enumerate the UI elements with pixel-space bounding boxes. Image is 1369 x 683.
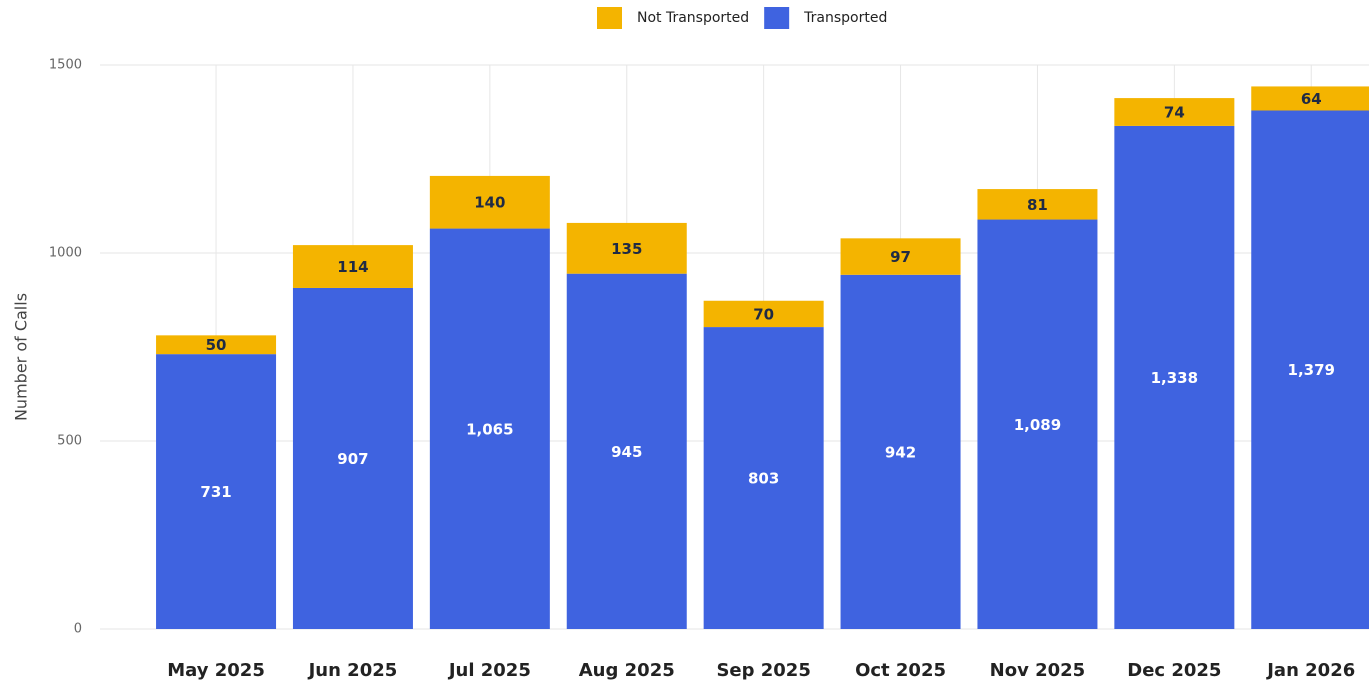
bar-segment <box>566 222 687 274</box>
data-label: 1,089 <box>1014 416 1061 434</box>
data-label: 64 <box>1301 90 1322 108</box>
data-label: 1,065 <box>466 420 513 438</box>
data-label: 74 <box>1164 104 1185 122</box>
bar-segment <box>292 287 413 629</box>
bar-segment <box>703 300 824 328</box>
bar-segment <box>1114 125 1235 630</box>
bar-segment <box>840 274 961 629</box>
x-tick-label: Jun 2025 <box>307 660 398 681</box>
bar-segment <box>156 354 277 629</box>
data-label: 140 <box>474 194 505 212</box>
data-label: 1,338 <box>1151 369 1198 387</box>
x-tick-label: Sep 2025 <box>716 660 810 681</box>
data-label: 945 <box>611 443 642 461</box>
bar-segment <box>429 175 550 229</box>
x-tick-label: Jan 2026 <box>1265 660 1355 681</box>
y-tick-label: 0 <box>74 622 82 637</box>
bar-segment <box>566 273 687 629</box>
bar-segment <box>292 245 413 288</box>
bar-segment <box>429 228 550 629</box>
legend-swatch <box>597 7 622 29</box>
x-tick-label: Oct 2025 <box>855 660 946 681</box>
bar-segment <box>1251 86 1369 111</box>
data-label: 81 <box>1027 196 1048 214</box>
data-label: 50 <box>206 336 227 354</box>
data-label: 942 <box>885 443 916 461</box>
x-tick-label: Aug 2025 <box>579 660 675 681</box>
x-tick-label: May 2025 <box>167 660 265 681</box>
data-label: 731 <box>200 483 231 501</box>
y-axis-label: Number of Calls <box>12 293 31 421</box>
x-tick-label: Nov 2025 <box>990 660 1086 681</box>
data-label: 70 <box>753 305 774 323</box>
bar-segment <box>977 189 1098 220</box>
legend-label: Transported <box>803 10 887 26</box>
data-label: 114 <box>337 258 368 276</box>
y-tick-label: 500 <box>57 434 82 449</box>
legend-swatch <box>764 7 790 29</box>
x-tick-label: Jul 2025 <box>447 660 531 681</box>
data-label: 135 <box>611 240 642 258</box>
data-label: 1,379 <box>1288 361 1335 379</box>
bar-segment <box>703 327 824 629</box>
bar-segment <box>977 219 1098 629</box>
bar-segment <box>1114 98 1235 126</box>
bar-segment <box>1251 110 1369 630</box>
bar-segment <box>156 335 277 355</box>
data-label: 803 <box>748 470 779 488</box>
legend-label: Not Transported <box>637 10 749 26</box>
x-tick-label: Dec 2025 <box>1127 660 1221 681</box>
y-tick-label: 1500 <box>49 58 82 73</box>
data-label: 97 <box>890 248 911 266</box>
y-tick-label: 1000 <box>49 246 82 261</box>
data-label: 907 <box>337 450 368 468</box>
bar-segment <box>840 238 961 275</box>
